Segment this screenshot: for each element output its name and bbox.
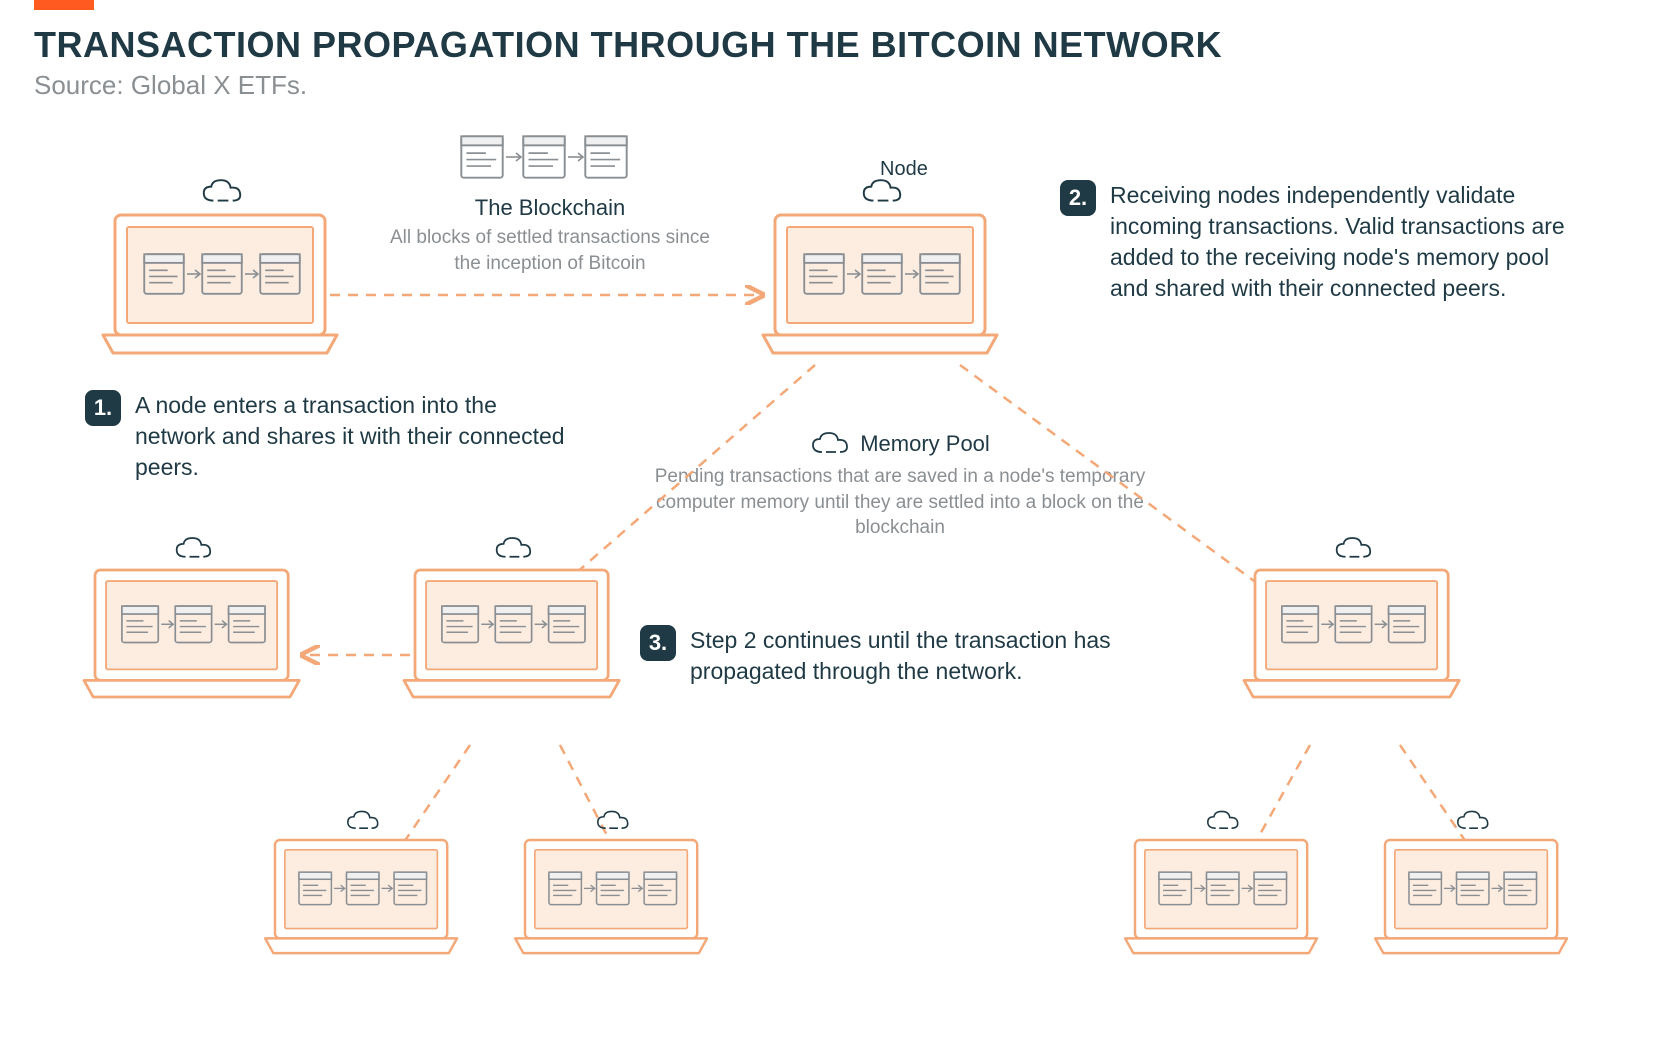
laptop-node xyxy=(763,180,997,353)
laptop-node xyxy=(1244,538,1459,697)
laptop-node xyxy=(84,538,299,697)
laptop-node xyxy=(1375,811,1567,953)
laptop-node xyxy=(265,811,457,953)
laptop-node xyxy=(515,811,707,953)
connection-arrow xyxy=(960,365,1280,600)
laptop-node xyxy=(103,180,337,353)
laptop-node xyxy=(1125,811,1317,953)
laptop-node xyxy=(404,538,619,697)
connection-arrow xyxy=(545,365,815,600)
diagram-canvas xyxy=(0,0,1667,1062)
blockchain-docs xyxy=(461,136,626,177)
